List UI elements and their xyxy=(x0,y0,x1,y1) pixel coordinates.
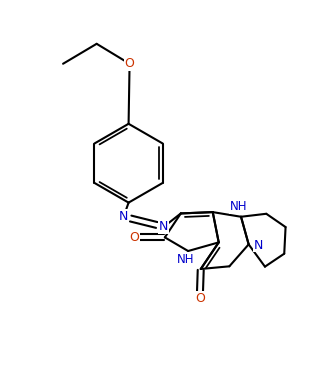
Text: NH: NH xyxy=(177,253,194,266)
Text: NH: NH xyxy=(229,200,247,213)
Text: O: O xyxy=(125,57,135,70)
Text: N: N xyxy=(119,210,128,223)
Text: N: N xyxy=(159,220,169,233)
Text: O: O xyxy=(195,292,205,305)
Text: N: N xyxy=(254,238,263,252)
Text: O: O xyxy=(129,231,139,244)
